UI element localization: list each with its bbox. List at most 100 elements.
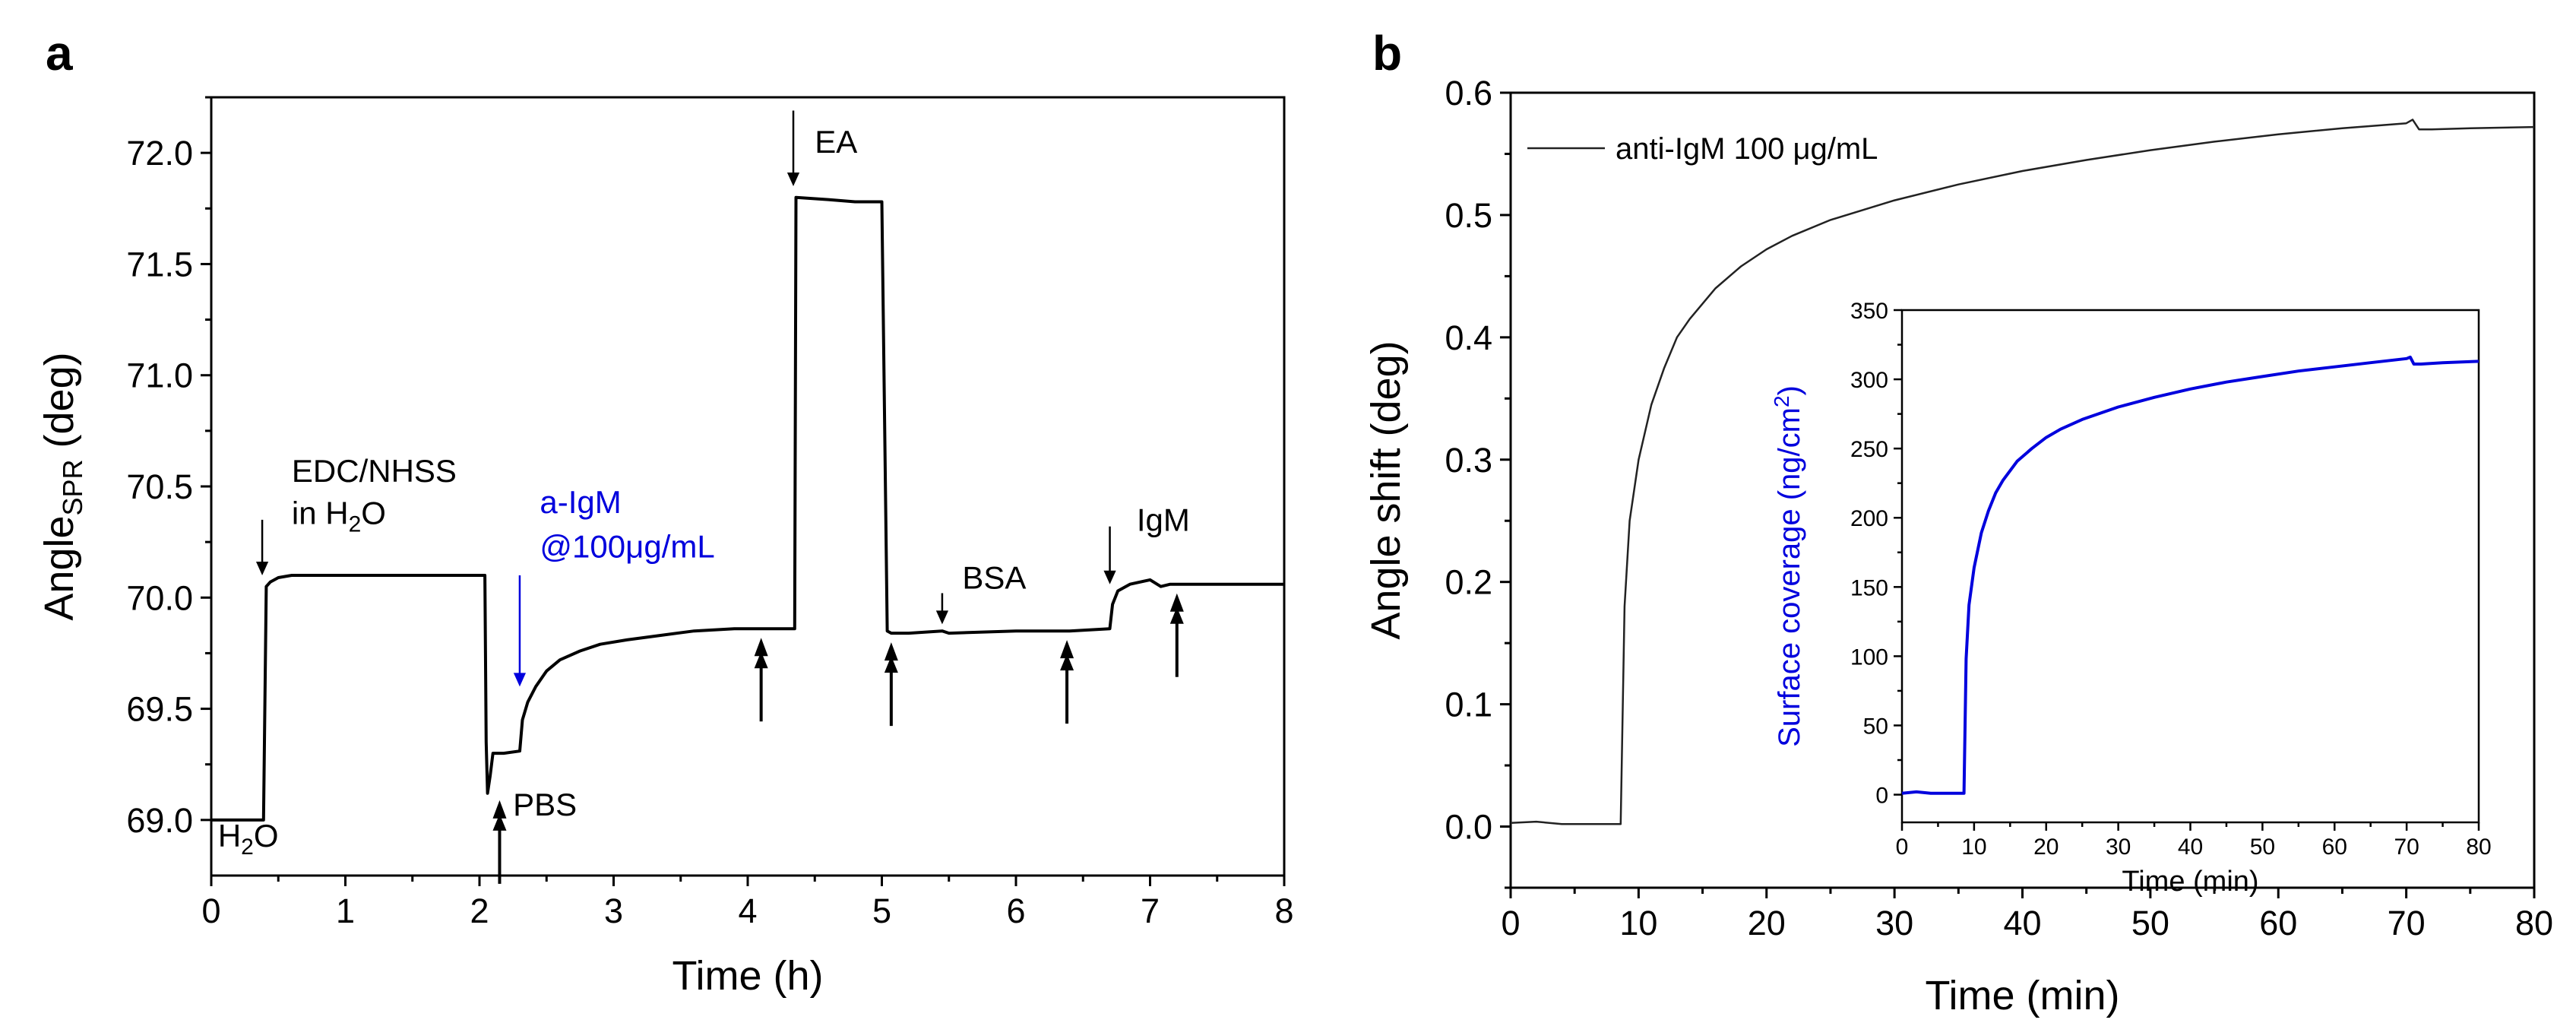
- panel-b-xtick-label: 0: [1501, 904, 1520, 942]
- inset-ytick-label: 250: [1850, 437, 1888, 462]
- panel-b-ytick-label: 0.3: [1445, 441, 1492, 480]
- panel-a-annotation-text: EDC/NHSS: [292, 453, 457, 489]
- panel-a-rinse-head: [492, 813, 507, 831]
- panel-a-ytick-label: 69.5: [126, 690, 193, 729]
- panel-a-injection-arrow-head: [1103, 570, 1116, 584]
- panel-a-xtick-label: 6: [1006, 892, 1025, 930]
- inset-ytick-label: 300: [1850, 368, 1888, 393]
- panel-a-ytick-label: 70.0: [126, 578, 193, 617]
- panel-a-xtick-label: 5: [872, 892, 891, 930]
- panel-a-ytick-label: 71.0: [126, 356, 193, 395]
- panel-a-rinse-head: [754, 638, 768, 657]
- panel-a-rinse-head: [754, 651, 768, 669]
- panel-a-rinse-head: [884, 656, 898, 673]
- panel-a-annotation-text: a-IgM: [540, 484, 621, 520]
- panel-a-label: a: [46, 26, 73, 81]
- panel-a-ylabel-main: Angle: [36, 515, 82, 620]
- panel-a-xtick-label: 0: [201, 892, 220, 930]
- panel-a-xtick-label: 1: [336, 892, 355, 930]
- panel-b-series-line: [1510, 119, 2535, 825]
- panel-b-xtick-label: 80: [2515, 904, 2553, 942]
- inset-ytick-label: 100: [1850, 645, 1888, 670]
- panel-b-xtick-label: 20: [1748, 904, 1786, 942]
- inset-ylabel-sup: 2: [1770, 395, 1793, 407]
- panel-a-annotation-sub: 2: [349, 512, 362, 537]
- panel-a-annotation-text: IgM: [1137, 502, 1190, 538]
- panel-a-annotation-text: PBS: [513, 787, 577, 822]
- panel-a-series-line: [211, 195, 1284, 822]
- panel-b-xlabel: Time (min): [1926, 973, 2120, 1018]
- panel-a-rinse-head: [1169, 607, 1184, 624]
- panel-a-ytick-label: 70.5: [126, 467, 193, 506]
- panel-b-xtick-label: 40: [2003, 904, 2041, 942]
- panel-b-ytick-label: 0.6: [1445, 74, 1492, 112]
- panel-a-ytick-label: 72.0: [126, 134, 193, 173]
- inset-xtick-label: 30: [2106, 835, 2131, 860]
- inset-ytick-label: 0: [1875, 784, 1888, 809]
- panel-a-rinse-head: [1169, 593, 1184, 612]
- panel-a-xtick-label: 2: [470, 892, 489, 930]
- panel-a-annotation-text: in H: [292, 496, 349, 531]
- panel-a-xtick-label: 3: [604, 892, 623, 930]
- inset-xlabel: Time (min): [2122, 866, 2258, 898]
- inset-xtick-label: 20: [2033, 835, 2059, 860]
- panel-a-annotation-tail: O: [254, 818, 279, 854]
- panel-a-ytick-label: 69.0: [126, 801, 193, 840]
- panel-a-rinse-head: [1060, 640, 1074, 659]
- panel-b-ytick-label: 0.4: [1445, 318, 1492, 357]
- inset-xtick-label: 0: [1896, 835, 1909, 860]
- inset-ylabel-main: Surface coverage (ng/cm: [1773, 407, 1806, 747]
- panel-a-annotation: H2O: [218, 818, 279, 860]
- panel-a-rinse-head: [492, 800, 507, 819]
- panel-a-xlabel: Time (h): [672, 953, 824, 999]
- panel-a-annotation-tail: O: [361, 496, 386, 531]
- panel-a-injection-arrow-head: [255, 562, 269, 576]
- panel-a-annotation: IgM: [1137, 502, 1190, 538]
- panel-a-injection-arrow-head: [513, 673, 527, 687]
- panel-b-ytick-label: 0.2: [1445, 563, 1492, 602]
- inset-ytick-label: 150: [1850, 575, 1888, 600]
- panel-b-xtick-label: 30: [1875, 904, 1913, 942]
- panel-a-xtick-label: 7: [1141, 892, 1160, 930]
- panel-a-ytick-label: 71.5: [126, 245, 193, 283]
- panel-a-ylabel-unit: (deg): [36, 352, 82, 459]
- panel-a-annotation: in H2O: [292, 496, 386, 537]
- panel-a-rinse-head: [1060, 654, 1074, 671]
- panel-a-xtick-label: 8: [1274, 892, 1293, 930]
- inset-xtick-label: 60: [2322, 835, 2347, 860]
- panel-a-rinse-head: [884, 642, 898, 661]
- panel-a-ylabel: AngleSPR (deg): [36, 352, 88, 620]
- inset-xtick-label: 70: [2394, 835, 2419, 860]
- panel-a-annotation: PBS: [513, 787, 577, 822]
- inset-xtick-label: 50: [2250, 835, 2275, 860]
- panel-b-label: b: [1372, 26, 1402, 81]
- panel-a-annotation-text: BSA: [962, 560, 1026, 596]
- panel-a-annotation: a-IgM: [540, 484, 621, 520]
- panel-b-legend-label: anti-IgM 100 μg/mL: [1616, 132, 1878, 166]
- inset-ylabel: Surface coverage (ng/cm2): [1770, 385, 1806, 747]
- panel-b-ylabel: Angle shift (deg): [1363, 340, 1409, 639]
- inset-xtick-label: 10: [1961, 835, 1986, 860]
- panel-a-annotation-text: H: [218, 818, 241, 854]
- inset-ytick-label: 200: [1850, 506, 1888, 531]
- panel-a-xtick-label: 4: [738, 892, 757, 930]
- panel-b-xtick-label: 60: [2259, 904, 2297, 942]
- panel-a-injection-arrow-head: [935, 610, 949, 625]
- inset-background: [1902, 310, 2479, 822]
- inset-ytick-label: 350: [1850, 299, 1888, 324]
- panel-a-ylabel-sub: SPR: [57, 459, 88, 515]
- panel-a-annotation: BSA: [962, 560, 1026, 596]
- inset-series-line: [1901, 355, 2479, 795]
- panel-b-xtick-label: 50: [2131, 904, 2169, 942]
- panel-a-annotation: EDC/NHSS: [292, 453, 457, 489]
- panel-a-annotation: EA: [815, 124, 857, 160]
- inset-xtick-label: 40: [2178, 835, 2203, 860]
- panel-a-annotation-sub: 2: [241, 835, 254, 860]
- panel-b-ytick-label: 0.1: [1445, 686, 1492, 724]
- panel-b-xtick-label: 70: [2388, 904, 2426, 942]
- panel-a-injection-arrow-head: [786, 173, 800, 187]
- inset-xtick-label: 80: [2466, 835, 2491, 860]
- panel-a-annotation-text: EA: [815, 124, 857, 160]
- inset-ytick-label: 50: [1863, 714, 1888, 739]
